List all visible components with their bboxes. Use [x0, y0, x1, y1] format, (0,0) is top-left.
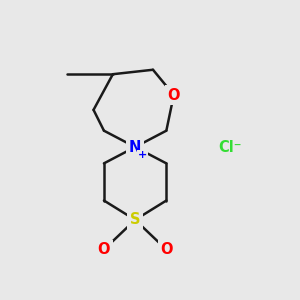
Text: O: O — [167, 88, 180, 103]
Text: S: S — [130, 212, 140, 227]
Text: O: O — [98, 242, 110, 257]
Text: +: + — [138, 150, 147, 161]
Text: Cl⁻: Cl⁻ — [218, 140, 242, 154]
Text: N: N — [129, 140, 141, 154]
Text: O: O — [160, 242, 172, 257]
